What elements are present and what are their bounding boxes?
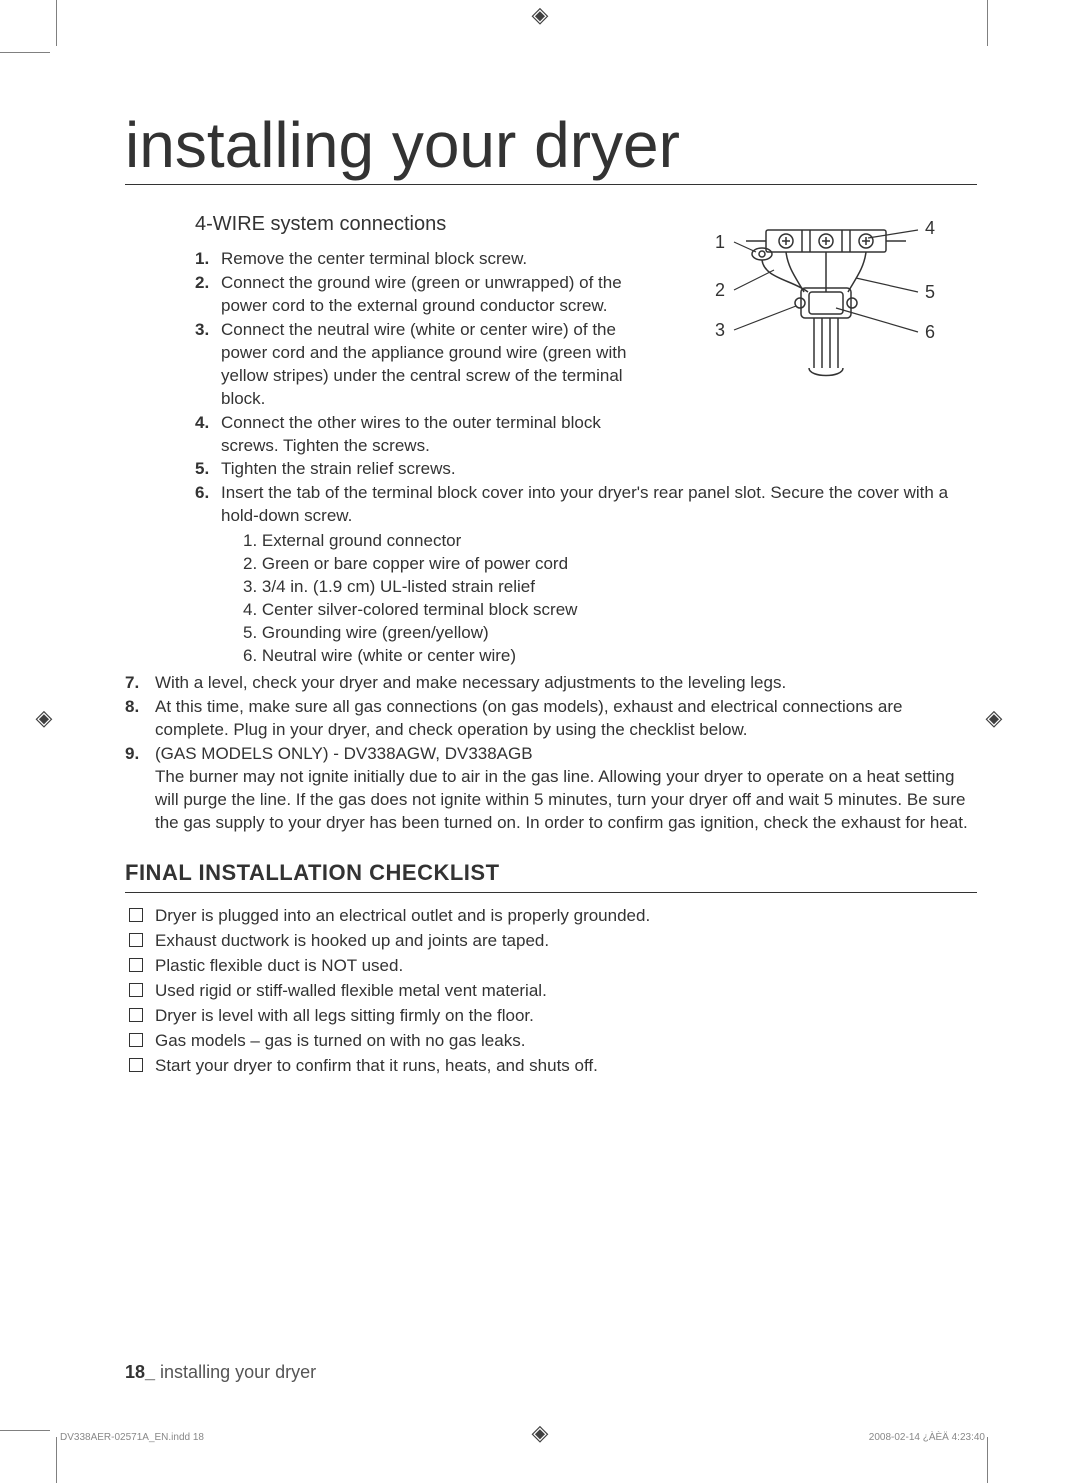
crop-mark bbox=[56, 1437, 57, 1483]
sub-item: 5. Grounding wire (green/yellow) bbox=[243, 622, 977, 645]
sub-item: 1. External ground connector bbox=[243, 530, 977, 553]
step-text: With a level, check your dryer and make … bbox=[155, 673, 786, 692]
diagram-label-4: 4 bbox=[925, 218, 935, 238]
registration-mark-icon: ◈ bbox=[528, 3, 552, 27]
footer-section-name: installing your dryer bbox=[155, 1362, 316, 1382]
step-text: (GAS MODELS ONLY) - DV338AGW, DV338AGB T… bbox=[155, 744, 968, 832]
checklist-item: Used rigid or stiff-walled flexible meta… bbox=[125, 980, 977, 1003]
registration-mark-icon: ◈ bbox=[528, 1421, 552, 1445]
terminal-block-diagram: 1 2 3 4 5 6 bbox=[696, 208, 946, 388]
sub-item: 4. Center silver-colored terminal block … bbox=[243, 599, 977, 622]
checklist-item: Exhaust ductwork is hooked up and joints… bbox=[125, 930, 977, 953]
footer: 18_ installing your dryer bbox=[125, 1362, 316, 1383]
step-text: At this time, make sure all gas connecti… bbox=[155, 697, 902, 739]
steps-list-continued: 7.With a level, check your dryer and mak… bbox=[125, 672, 977, 835]
step-text: Remove the center terminal block screw. bbox=[221, 249, 527, 268]
step-text: Connect the neutral wire (white or cente… bbox=[221, 320, 626, 408]
checklist: Dryer is plugged into an electrical outl… bbox=[125, 905, 977, 1078]
page-title: installing your dryer bbox=[125, 108, 977, 185]
checklist-item: Gas models – gas is turned on with no ga… bbox=[125, 1030, 977, 1053]
sub-item: 6. Neutral wire (white or center wire) bbox=[243, 645, 977, 668]
sub-list: 1. External ground connector 2. Green or… bbox=[221, 530, 977, 668]
sub-item: 3. 3/4 in. (1.9 cm) UL-listed strain rel… bbox=[243, 576, 977, 599]
checklist-item: Dryer is plugged into an electrical outl… bbox=[125, 905, 977, 928]
registration-mark-icon: ◈ bbox=[32, 706, 56, 730]
diagram-label-2: 2 bbox=[715, 280, 725, 300]
page-number: 18_ bbox=[125, 1362, 155, 1382]
step-text: Connect the ground wire (green or unwrap… bbox=[221, 273, 622, 315]
diagram-label-3: 3 bbox=[715, 320, 725, 340]
crop-mark bbox=[987, 0, 988, 46]
step-text: Insert the tab of the terminal block cov… bbox=[221, 483, 948, 525]
diagram-label-6: 6 bbox=[925, 322, 935, 342]
checklist-item: Start your dryer to confirm that it runs… bbox=[125, 1055, 977, 1078]
step-text: Connect the other wires to the outer ter… bbox=[221, 413, 601, 455]
checklist-item: Dryer is level with all legs sitting fir… bbox=[125, 1005, 977, 1028]
diagram-label-5: 5 bbox=[925, 282, 935, 302]
print-info-right: 2008-02-14 ¿ÀÈÄ 4:23:40 bbox=[869, 1432, 985, 1443]
registration-mark-icon: ◈ bbox=[982, 706, 1006, 730]
step-text: Tighten the strain relief screws. bbox=[221, 459, 456, 478]
print-info-left: DV338AER-02571A_EN.indd 18 bbox=[60, 1432, 204, 1443]
crop-mark bbox=[56, 0, 57, 46]
checklist-item: Plastic flexible duct is NOT used. bbox=[125, 955, 977, 978]
sub-item: 2. Green or bare copper wire of power co… bbox=[243, 553, 977, 576]
crop-mark bbox=[0, 1430, 50, 1431]
crop-mark bbox=[987, 1437, 988, 1483]
crop-mark bbox=[0, 52, 50, 53]
diagram-label-1: 1 bbox=[715, 232, 725, 252]
section-title: FINAL INSTALLATION CHECKLIST bbox=[125, 858, 977, 893]
